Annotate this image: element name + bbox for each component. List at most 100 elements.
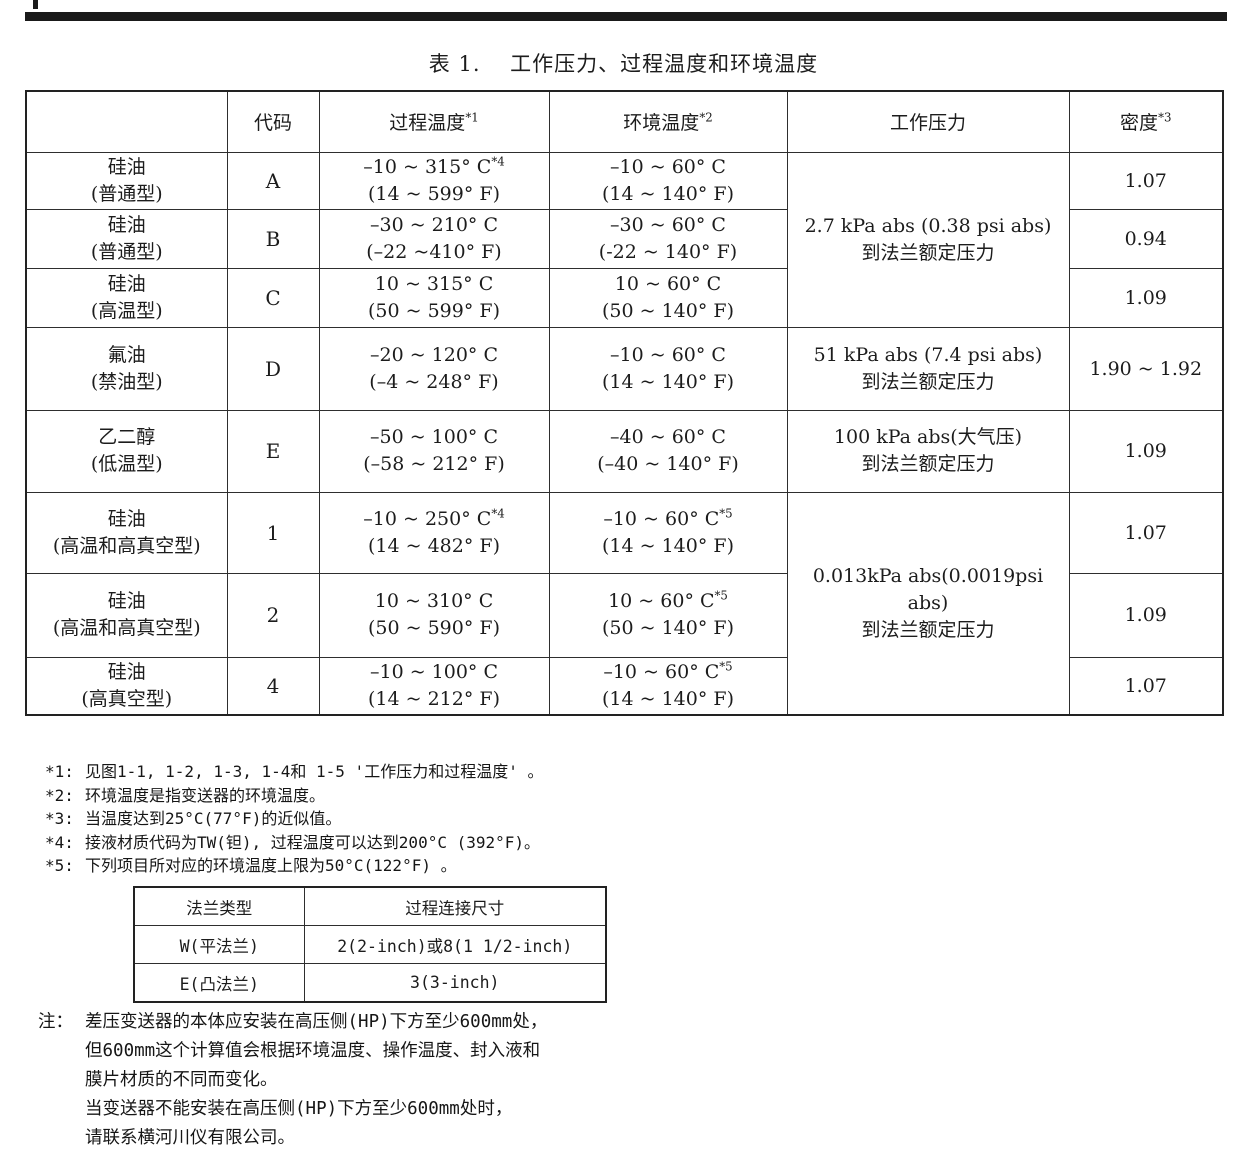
- footnote: *2: 环境温度是指变送器的环境温度。: [45, 784, 543, 808]
- ambient-temp-cell: –30 ~ 60° C (-22 ~ 140° F): [548, 208, 788, 269]
- ambient-temp-cell: 10 ~ 60° C (50 ~ 140° F): [548, 267, 788, 328]
- header-process-temp-sup: *1: [465, 110, 479, 125]
- flange-table-header-row: 法兰类型 过程连接尺寸: [133, 886, 607, 926]
- code-cell: 2: [226, 572, 320, 658]
- material-cell: 乙二醇 (低温型): [25, 409, 228, 493]
- main-table-row: 硅油 (普通型) A –10 ~ 315° C*4 (14 ~ 599° F) –10 ~…: [25, 151, 1224, 328]
- ambient-temp-cell: –10 ~ 60° C*5 (14 ~ 140° F): [548, 491, 788, 574]
- top-rule: [25, 12, 1227, 21]
- process-temp-cell: –10 ~ 250° C*4 (14 ~ 482° F): [318, 491, 550, 574]
- pressure-cell: 2.7 kPa abs (0.38 psi abs) 到法兰额定压力: [786, 151, 1070, 328]
- density-cell: 1.07: [1068, 491, 1224, 574]
- main-table: 代码 过程温度*1 环境温度*2 工作压力 密度*3 硅油 (普通型) A –10 ~…: [25, 90, 1224, 716]
- density-cell: 1.09: [1068, 267, 1224, 328]
- process-temp-cell: –10 ~ 100° C (14 ~ 212° F): [318, 656, 550, 716]
- footnotes: *1: 见图1-1, 1-2, 1-3, 1-4和 1-5 '工作压力和过程温度…: [45, 760, 543, 878]
- footnote-label: *3:: [45, 809, 74, 828]
- main-table-row: 硅油 (高真空型) 4 –10 ~ 100° C (14 ~ 212° F) –10 ~ …: [25, 656, 1224, 716]
- note-body: 差压变送器的本体应安装在高压侧(HP)下方至少600mm处， 但600mm这个计…: [85, 1008, 547, 1153]
- process-temp-cell: –20 ~ 120° C (–4 ~ 248° F): [318, 326, 550, 411]
- main-table-row: 氟油 (禁油型) D –20 ~ 120° C (–4 ~ 248° F) –10 ~ 6…: [25, 326, 1224, 411]
- footnote-text: 当温度达到25°C(77°F)的近似值。: [85, 809, 342, 828]
- footnote-label: *2:: [45, 785, 74, 805]
- header-ambient-temp-sup: *2: [699, 110, 713, 125]
- flange-table-row: E(凸法兰) 3(3-inch): [133, 963, 607, 1003]
- header-density-sup: *3: [1158, 110, 1172, 125]
- header-process-temp-label: 过程温度: [389, 112, 466, 135]
- header-code-label: 代码: [253, 112, 292, 135]
- process-temp-cell: 10 ~ 315° C (50 ~ 599° F): [318, 267, 550, 328]
- flange-type-cell: W(平法兰): [133, 925, 305, 964]
- ambient-temp-cell: –40 ~ 60° C (–40 ~ 140° F): [548, 409, 788, 493]
- density-cell: 0.94: [1068, 208, 1224, 269]
- header-code: 代码: [226, 90, 320, 153]
- pressure-cell: 100 kPa abs(大气压) 到法兰额定压力: [786, 409, 1070, 493]
- main-table-header-row: 代码 过程温度*1 环境温度*2 工作压力 密度*3: [25, 90, 1224, 153]
- main-table-row: 硅油 (普通型) B –30 ~ 210° C (–22 ~410° F) –30 ~ 6…: [25, 208, 1224, 269]
- code-cell: 1: [226, 491, 320, 574]
- code-cell: C: [226, 267, 320, 328]
- flange-size-cell: 2(2-inch)或8(1 1/2-inch): [303, 925, 607, 964]
- footnote-text: 接液材质代码为TW(钽), 过程温度可以达到200°C (392°F)。: [85, 832, 541, 852]
- header-ambient-temp: 环境温度*2: [548, 90, 788, 153]
- flange-header-type: 法兰类型: [133, 886, 305, 926]
- pressure-cell: 0.013kPa abs(0.0019psi abs) 到法兰额定压力: [786, 491, 1070, 716]
- code-cell: A: [226, 151, 320, 210]
- main-table-row: 乙二醇 (低温型) E –50 ~ 100° C (–58 ~ 212° F) –40 ~…: [25, 409, 1224, 493]
- main-table-row: 硅油 (高温型) C 10 ~ 315° C (50 ~ 599° F) 10 ~ 60°…: [25, 267, 1224, 328]
- footnote-label: *4:: [45, 832, 74, 852]
- density-cell: 1.07: [1068, 151, 1224, 210]
- process-temp-cell: 10 ~ 310° C (50 ~ 590° F): [318, 572, 550, 658]
- header-process-temp: 过程温度*1: [318, 90, 550, 153]
- material-cell: 硅油 (高温型): [25, 267, 228, 328]
- code-cell: D: [226, 326, 320, 411]
- code-cell: 4: [226, 656, 320, 716]
- density-cell: 1.09: [1068, 572, 1224, 658]
- header-pressure: 工作压力: [786, 90, 1070, 153]
- footnote: *1: 见图1-1, 1-2, 1-3, 1-4和 1-5 '工作压力和过程温度…: [45, 760, 543, 784]
- flange-type-cell: E(凸法兰): [133, 963, 305, 1003]
- note-line: 差压变送器的本体应安装在高压侧(HP)下方至少600mm处，: [85, 1012, 548, 1032]
- ambient-temp-cell: –10 ~ 60° C (14 ~ 140° F): [548, 326, 788, 411]
- flange-size-cell: 3(3-inch): [303, 963, 607, 1003]
- flange-table: 法兰类型 过程连接尺寸 W(平法兰) 2(2-inch)或8(1 1/2-inc…: [133, 886, 607, 1003]
- flange-table-row: W(平法兰) 2(2-inch)或8(1 1/2-inch): [133, 925, 607, 964]
- density-cell: 1.09: [1068, 409, 1224, 493]
- density-cell: 1.07: [1068, 656, 1224, 716]
- material-cell: 氟油 (禁油型): [25, 326, 228, 411]
- footnote-text: 下列项目所对应的环境温度上限为50°C(122°F) 。: [85, 856, 457, 875]
- table-title: 表 1. 工作压力、过程温度和环境温度: [25, 48, 1222, 78]
- code-cell: B: [226, 208, 320, 269]
- footnote: *3: 当温度达到25°C(77°F)的近似值。: [45, 807, 543, 831]
- process-temp-cell: –50 ~ 100° C (–58 ~ 212° F): [318, 409, 550, 493]
- note-line: 请联系横河川仪有限公司。: [85, 1128, 295, 1148]
- table-title-text: 表 1. 工作压力、过程温度和环境温度: [428, 52, 819, 76]
- footnote-label: *1:: [45, 762, 74, 781]
- installation-note: 注： 差压变送器的本体应安装在高压侧(HP)下方至少600mm处， 但600mm…: [38, 1008, 547, 1153]
- footnote: *5: 下列项目所对应的环境温度上限为50°C(122°F) 。: [45, 854, 543, 878]
- material-cell: 硅油 (高温和高真空型): [25, 572, 228, 658]
- header-pressure-label: 工作压力: [889, 112, 966, 135]
- main-table-body: 硅油 (普通型) A –10 ~ 315° C*4 (14 ~ 599° F) –10 ~…: [25, 151, 1224, 716]
- ambient-temp-cell: 10 ~ 60° C*5 (50 ~ 140° F): [548, 572, 788, 658]
- material-cell: 硅油 (高真空型): [25, 656, 228, 716]
- header-density: 密度*3: [1068, 90, 1224, 153]
- pressure-cell: 51 kPa abs (7.4 psi abs) 到法兰额定压力: [786, 326, 1070, 411]
- header-ambient-temp-label: 环境温度: [623, 112, 700, 135]
- material-cell: 硅油 (高温和高真空型): [25, 491, 228, 574]
- flange-header-size: 过程连接尺寸: [303, 886, 607, 926]
- code-cell: E: [226, 409, 320, 493]
- main-table-row: 硅油 (高温和高真空型) 1 –10 ~ 250° C*4 (14 ~ 482° F) –…: [25, 491, 1224, 716]
- footnote-text: 见图1-1, 1-2, 1-3, 1-4和 1-5 '工作压力和过程温度' 。: [85, 762, 544, 781]
- process-temp-cell: –10 ~ 315° C*4 (14 ~ 599° F): [318, 151, 550, 210]
- footnote-text: 环境温度是指变送器的环境温度。: [85, 785, 326, 805]
- footnote: *4: 接液材质代码为TW(钽), 过程温度可以达到200°C (392°F)。: [45, 831, 543, 855]
- material-cell: 硅油 (普通型): [25, 151, 228, 210]
- ambient-temp-cell: –10 ~ 60° C*5 (14 ~ 140° F): [548, 656, 788, 716]
- material-cell: 硅油 (普通型): [25, 208, 228, 269]
- footnote-label: *5:: [45, 856, 74, 875]
- ambient-temp-cell: –10 ~ 60° C (14 ~ 140° F): [548, 151, 788, 210]
- note-line: 膜片材质的不同而变化。: [85, 1070, 278, 1090]
- header-material: [25, 90, 228, 153]
